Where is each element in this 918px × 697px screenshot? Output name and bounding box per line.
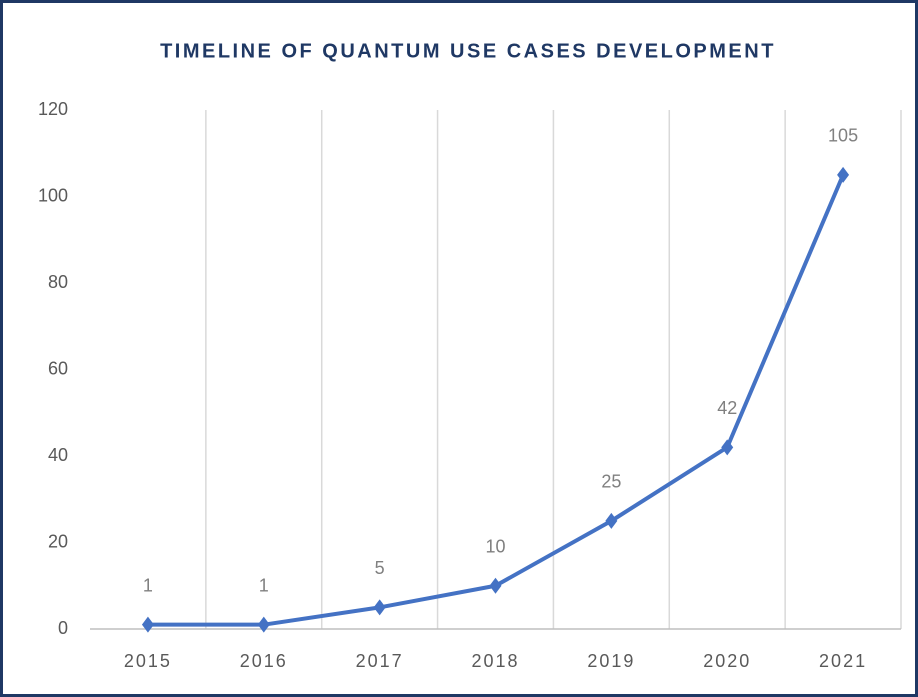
- x-tick-label: 2018: [471, 651, 519, 671]
- x-tick-label: 2016: [240, 651, 288, 671]
- data-label: 42: [717, 398, 737, 418]
- data-label: 1: [143, 575, 153, 595]
- data-label: 105: [828, 126, 858, 146]
- x-tick-label: 2021: [819, 651, 867, 671]
- y-tick-label: 80: [48, 272, 68, 292]
- x-tick-label: 2017: [356, 651, 404, 671]
- y-tick-label: 40: [48, 445, 68, 465]
- x-tick-label: 2019: [587, 651, 635, 671]
- marker: [489, 577, 502, 594]
- y-tick-label: 60: [48, 358, 68, 378]
- marker: [721, 439, 734, 456]
- x-tick-label: 2015: [124, 651, 172, 671]
- marker: [373, 599, 386, 616]
- y-tick-label: 0: [58, 618, 68, 638]
- data-label: 10: [485, 537, 505, 557]
- y-tick-label: 20: [48, 531, 68, 551]
- data-label: 5: [375, 558, 385, 578]
- x-tick-label: 2020: [703, 651, 751, 671]
- y-tick-label: 120: [38, 99, 68, 119]
- chart-title: TIMELINE OF QUANTUM USE CASES DEVELOPMEN…: [160, 40, 776, 62]
- marker: [837, 166, 850, 183]
- y-tick-label: 100: [38, 185, 68, 205]
- marker: [141, 616, 154, 633]
- marker: [257, 616, 270, 633]
- marker: [605, 512, 618, 529]
- data-label: 1: [259, 575, 269, 595]
- data-label: 25: [601, 472, 621, 492]
